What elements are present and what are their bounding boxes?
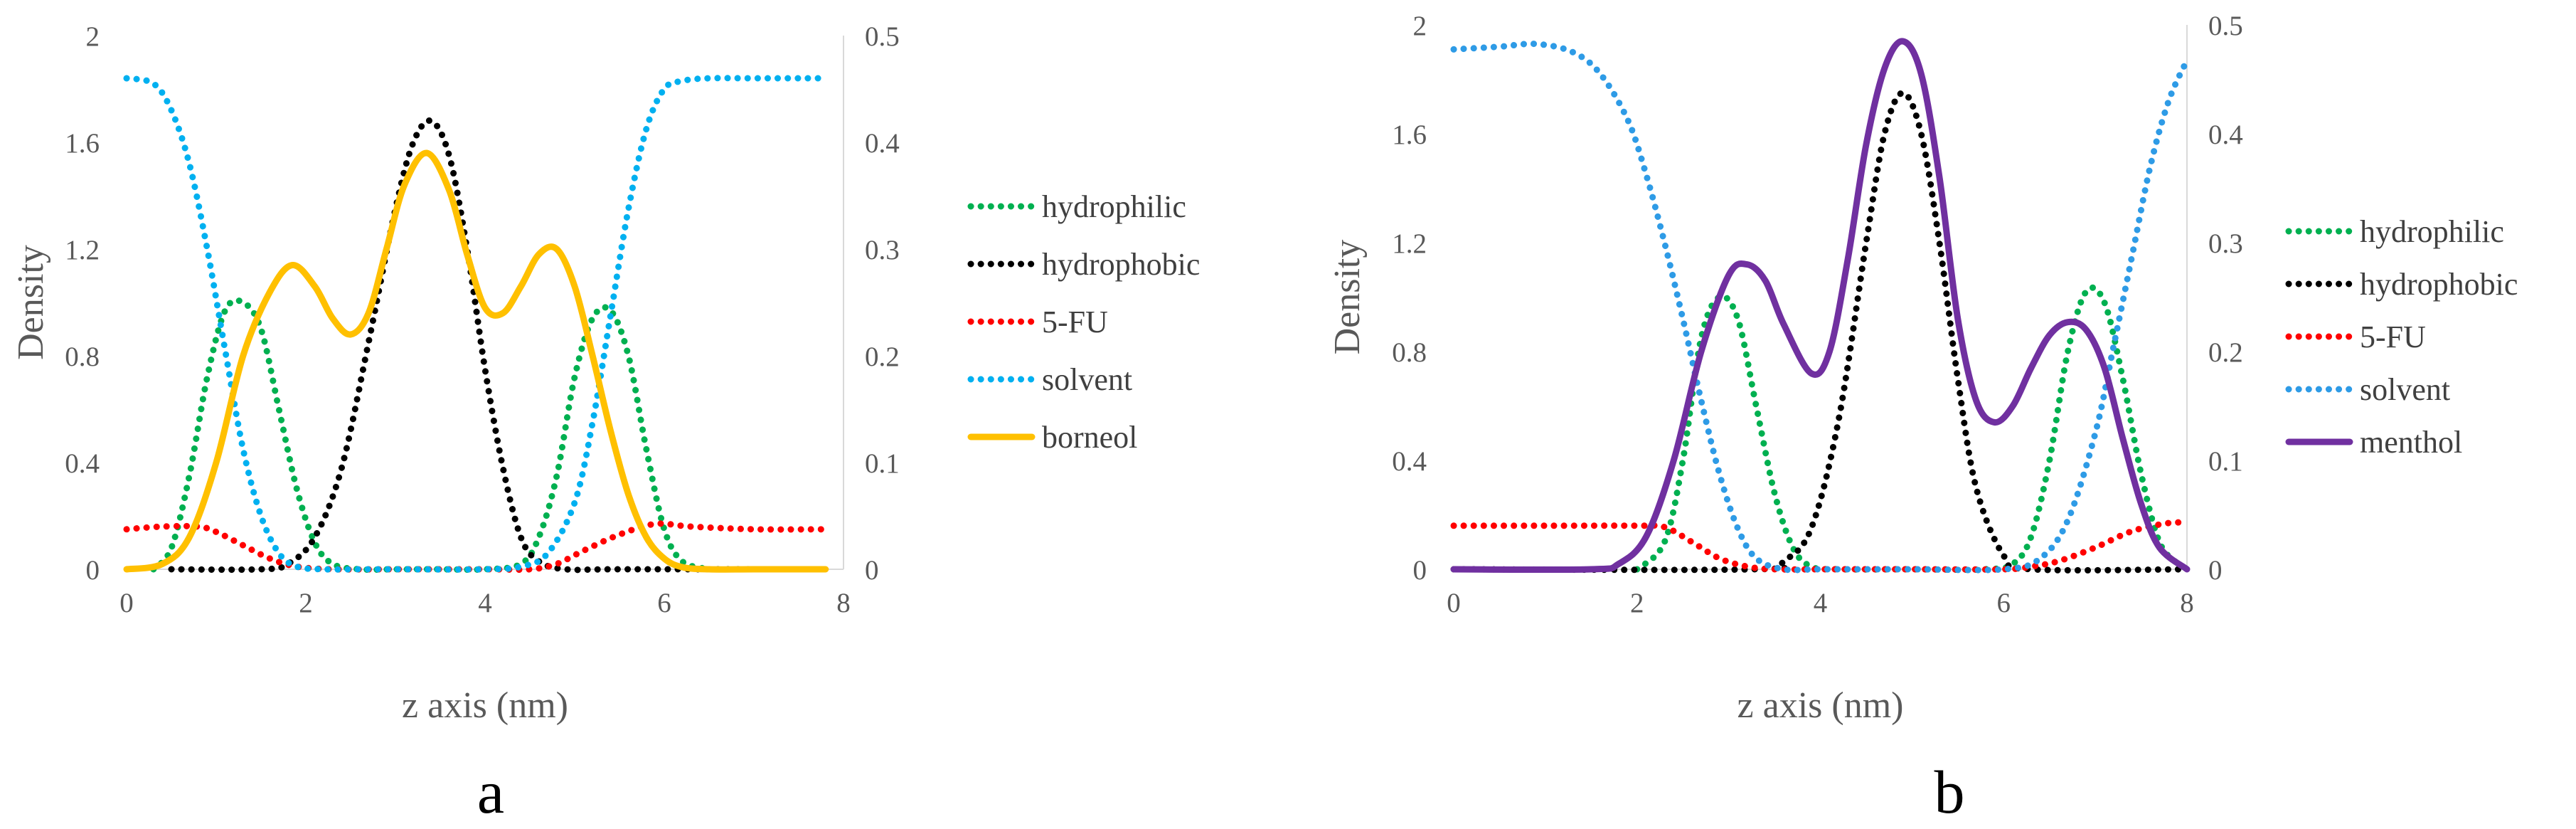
y-tick-label: 0.8 [65,342,100,372]
x-tick-label: 6 [1997,588,2011,618]
legend-label: 5-FU [1042,305,1108,339]
y-axis-title: Density [1327,240,1368,355]
y2-tick-label: 0.2 [865,342,900,372]
series-line-hydrophilic [1634,284,2181,574]
series-line-menthol [1450,38,2191,574]
y-tick-label: 0 [86,555,100,586]
series-line-solvent [1450,41,2191,574]
x-tick-label: 0 [119,588,134,618]
y2-tick-label: 0 [2208,555,2223,586]
x-tick-label: 4 [1814,588,1828,618]
legend-label: borneol [1042,420,1137,455]
x-axis-title: z axis (nm) [1737,685,1904,726]
chart-panel-a: 0 2 4 6 8 0 0.4 0.8 1.2 1.6 2 0 0.1 0.2 0.3 0.4 0.5 z axi… [11,21,1200,826]
panel-label: b [1934,758,1965,826]
y2-tick-label: 0.5 [2208,11,2243,41]
legend-label: 5-FU [2360,320,2426,354]
y2-tick-label: 0.2 [2208,337,2243,368]
x-tick-label: 0 [1447,588,1461,618]
chart-panel-b: 0 2 4 6 8 0 0.4 0.8 1.2 1.6 2 0 0.1 0.2 0.3 0.4 0.5 z axi… [1288,0,2576,829]
y-tick-label: 1.6 [65,128,100,159]
series-line-5-fu [123,520,829,574]
x-tick-label: 8 [2180,588,2194,618]
y2-tick-label: 0.1 [2208,446,2243,477]
y-tick-label: 2 [1413,11,1427,41]
y-tick-label: 2 [86,21,100,52]
y2-tick-label: 0.4 [2208,120,2243,150]
legend-label: hydrophobic [2360,267,2518,302]
x-tick-label: 8 [836,588,851,618]
x-tick-label: 2 [1630,588,1644,618]
legend-label: solvent [1042,362,1132,397]
y-tick-label: 1.2 [65,235,100,265]
panel-label: a [477,758,504,826]
legend-label: menthol [2360,425,2462,460]
y-axis-title: Density [11,245,51,360]
y2-tick-label: 0.3 [2208,228,2243,259]
x-tick-label: 6 [657,588,671,618]
y2-tick-label: 0.1 [865,448,900,479]
legend-label: hydrophilic [2360,214,2504,249]
series-line-solvent [123,75,829,573]
legend-label: hydrophobic [1042,247,1200,282]
y2-tick-label: 0.5 [865,21,900,52]
x-tick-label: 4 [478,588,492,618]
y2-tick-label: 0.4 [865,128,900,159]
series-line-5-fu [1450,519,2191,573]
y-tick-label: 1.2 [1392,228,1427,259]
y-tick-label: 0.4 [1392,446,1427,477]
x-axis-title: z axis (nm) [402,685,568,726]
series-line-borneol [123,149,829,573]
x-tick-label: 2 [299,588,313,618]
series-line-hydrophobic [168,117,829,574]
y-tick-label: 0.4 [65,448,100,479]
y-tick-label: 1.6 [1392,120,1427,150]
series-line-hydrophobic [1450,90,2191,574]
y2-tick-label: 0.3 [865,235,900,265]
y2-tick-label: 0 [865,555,879,586]
legend-label: solvent [2360,372,2450,407]
y-tick-label: 0 [1413,555,1427,586]
series-line-hydrophilic [150,297,713,574]
legend-label: hydrophilic [1042,189,1186,224]
y-tick-label: 0.8 [1392,337,1427,368]
